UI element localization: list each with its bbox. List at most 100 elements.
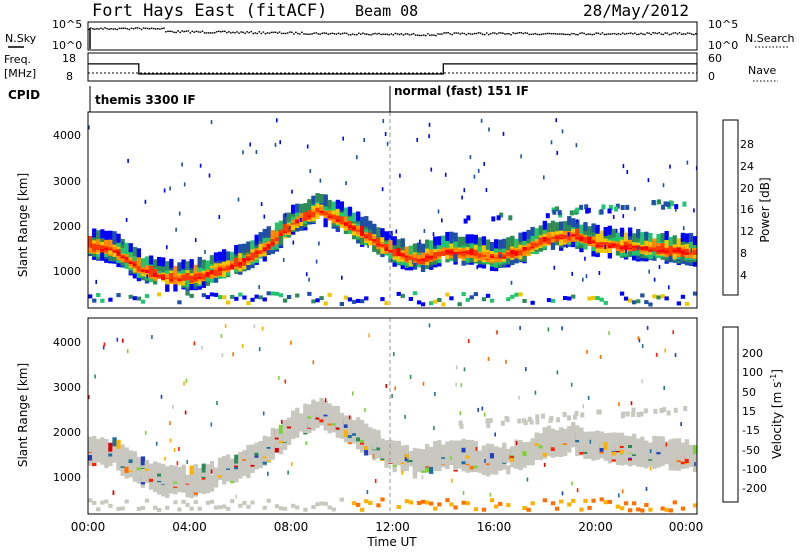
noise-point (148, 28, 151, 30)
scatter-cell (391, 233, 393, 238)
echo-cell (530, 438, 535, 448)
far-band-cell (682, 201, 687, 207)
near-range-cell (364, 499, 369, 504)
near-range-cell (368, 500, 373, 505)
scatter-cell (634, 206, 636, 211)
scatter-cell (428, 134, 430, 139)
noise-point (534, 32, 537, 35)
echo-cell (299, 221, 304, 231)
far-band-cell (636, 412, 641, 418)
echo-cell (274, 428, 280, 438)
far-band-cell (631, 407, 636, 413)
scatter-cell (419, 239, 421, 244)
echo-cell (514, 445, 519, 454)
echo-cell (351, 419, 357, 429)
near-range-cell (587, 505, 592, 510)
echo-cell (380, 228, 385, 238)
noise-point (126, 28, 129, 30)
echo-cell (343, 207, 349, 217)
noise-point (670, 33, 673, 35)
vel-cbar-tick-m200: -200 (742, 482, 767, 495)
far-band-cell (491, 216, 496, 222)
echo-cell (351, 431, 357, 441)
echo-cell (445, 460, 450, 470)
echo-cell (684, 439, 690, 449)
far-band-cell (572, 414, 577, 420)
near-range-cell (615, 504, 621, 509)
echo-cell (226, 251, 231, 261)
echo-cell (559, 442, 564, 452)
noise-point (351, 33, 354, 35)
echo-cell (112, 231, 117, 241)
scatter-cell (598, 271, 601, 275)
echo-cell (425, 239, 430, 249)
far-band-cell (567, 415, 571, 421)
near-range-cell (282, 506, 288, 511)
noise-point (599, 33, 602, 35)
noise-point (140, 28, 143, 31)
echo-cell (368, 427, 373, 437)
echo-cell (595, 436, 600, 446)
noise-point (203, 32, 206, 34)
scatter-cell (173, 448, 176, 452)
far-band-cell (666, 410, 671, 416)
near-range-cell (445, 498, 450, 503)
noise-point (546, 32, 549, 35)
near-range-cell (416, 300, 422, 305)
scatter-cell (641, 379, 643, 384)
noise-point (307, 33, 309, 35)
echo-cell (213, 467, 219, 477)
echo-cell (579, 427, 584, 437)
echo-cell (473, 240, 478, 250)
scatter-cell (309, 169, 312, 174)
far-band-cell (504, 416, 509, 421)
echo-cell (420, 243, 426, 253)
scatter-cell (649, 449, 652, 454)
scatter-cell (356, 155, 358, 160)
noise-point (427, 33, 429, 35)
near-range-cell (380, 297, 385, 302)
noise-point (276, 32, 279, 34)
echo-cell (404, 445, 409, 454)
echo-cell (660, 233, 665, 242)
echo-cell (692, 257, 698, 267)
echo-cell (242, 466, 247, 475)
noise-point (408, 34, 411, 36)
velocity-colorbar-ticks: 200 100 50 15 -15 -50 -100 -200 (742, 347, 767, 495)
near-range-cell (262, 505, 267, 510)
near-range-cell (595, 296, 600, 301)
xtick-5: 20:00 (578, 520, 613, 534)
echo-cell (546, 227, 552, 237)
scatter-cell (662, 183, 665, 188)
cpid-label: CPID (8, 88, 40, 102)
noise-point (335, 33, 338, 35)
echo-cell (295, 428, 300, 438)
noise-point (678, 32, 681, 34)
scatter-cell (561, 129, 564, 134)
scatter-cell (582, 277, 584, 282)
scatter-cell (284, 212, 287, 217)
noise-point (674, 32, 677, 34)
far-band-cell (683, 406, 688, 411)
echo-cell (510, 446, 515, 456)
echo-cell (542, 427, 547, 437)
near-range-cell (165, 505, 170, 510)
freq-left-tick-top: 18 (62, 52, 76, 65)
near-range-cell (579, 507, 584, 512)
echo-cell (534, 228, 539, 238)
echo-cell (396, 245, 401, 255)
near-range-cell (319, 501, 324, 506)
vel-cbar-tick-m15: -15 (742, 424, 760, 437)
echo-cell (140, 456, 146, 466)
echo-cell (88, 451, 93, 461)
echo-cell (684, 233, 690, 243)
noise-point (561, 33, 563, 35)
echo-cell (193, 471, 198, 481)
echo-cell (652, 248, 657, 258)
scatter-cell (515, 441, 518, 446)
echo-cell (571, 428, 576, 438)
echo-cell (246, 464, 251, 474)
noise-point (475, 32, 478, 35)
noise-point (234, 32, 236, 34)
noise-point (607, 33, 610, 35)
